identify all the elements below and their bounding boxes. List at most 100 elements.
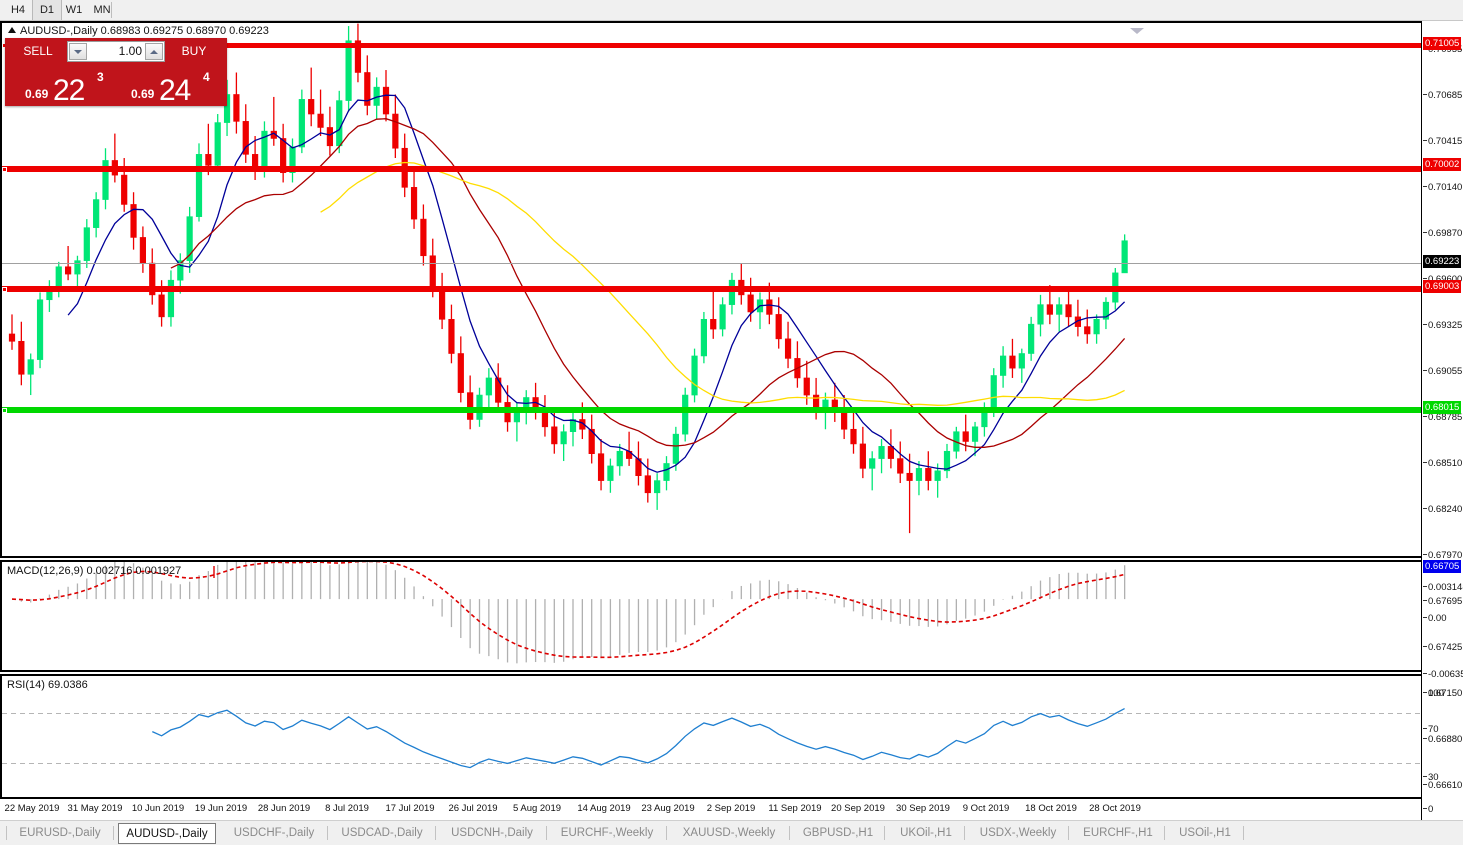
volume-increase-button[interactable] <box>145 43 163 60</box>
tab-separator <box>1243 826 1244 840</box>
timeframe-button-w1[interactable]: W1 <box>65 4 83 16</box>
buy-price-display[interactable]: 0.69 24 4 <box>117 64 227 107</box>
collapse-arrow-icon[interactable] <box>8 27 16 34</box>
symbol-tab-usdcaddaily[interactable]: USDCAD-,Daily <box>341 827 423 839</box>
symbol-tab-audusddaily[interactable]: AUDUSD-,Daily <box>118 823 216 844</box>
date-axis-label: 30 Sep 2019 <box>896 803 950 814</box>
indicator-axis-tick: 0.00 <box>1423 613 1447 624</box>
price-chart-pane[interactable]: AUDUSD-,Daily 0.68983 0.69275 0.68970 0.… <box>0 21 1421 558</box>
date-axis-label: 22 May 2019 <box>4 803 60 814</box>
date-axis-label: 8 Jul 2019 <box>325 803 369 814</box>
tab-separator <box>789 826 790 840</box>
price-axis[interactable]: 0.709550.706850.704150.701400.698700.696… <box>1421 21 1463 820</box>
date-axis-label: 11 Sep 2019 <box>768 803 822 814</box>
volume-value: 1.00 <box>118 44 142 58</box>
tab-separator <box>327 826 328 840</box>
macd-indicator-pane[interactable]: MACD(12,26,9) 0.002716 0.001927 <box>0 560 1421 672</box>
trade-controls-row: SELL 1.00 BUY <box>5 38 227 64</box>
tab-separator <box>1068 826 1069 840</box>
level-handle[interactable] <box>2 167 7 172</box>
volume-input[interactable]: 1.00 <box>67 41 165 62</box>
chart-marker-icon <box>1130 28 1144 34</box>
buy-price-pips: 24 <box>159 74 191 107</box>
price-axis-tick: 0.66610 <box>1423 780 1462 791</box>
indicator-axis-tick: 70 <box>1423 724 1439 735</box>
indicator-axis-tick: 0.003148 <box>1423 582 1463 593</box>
buy-price-prefix: 0.69 <box>131 87 155 101</box>
level-line-support-green[interactable] <box>2 407 1421 413</box>
one-click-trading-panel[interactable]: SELL 1.00 BUY 0.69 22 3 0.69 24 4 <box>5 38 227 107</box>
toolbar-separator <box>111 2 112 18</box>
rsi-series <box>2 708 1421 769</box>
tab-separator <box>1164 826 1165 840</box>
indicator-axis-tick: 0 <box>1423 804 1433 815</box>
sell-button[interactable]: SELL <box>11 41 65 62</box>
symbol-tab-bar: EURUSD-,Daily AUDUSD-,Daily USDCHF-,Daily U… <box>0 820 1463 845</box>
price-axis-tick: 0.70415 <box>1423 136 1462 147</box>
tab-separator <box>546 826 547 840</box>
date-axis-label: 18 Oct 2019 <box>1025 803 1077 814</box>
price-axis-badge[interactable]: 0.68015 <box>1423 401 1462 414</box>
sell-price-fraction: 3 <box>97 70 104 84</box>
date-axis-label: 5 Aug 2019 <box>512 803 562 814</box>
indicator-axis-tick: -0.006353 <box>1423 669 1463 680</box>
price-axis-badge[interactable]: 0.71005 <box>1423 37 1462 50</box>
tab-separator <box>435 826 436 840</box>
symbol-tab-eurusddaily[interactable]: EURUSD-,Daily <box>19 827 101 839</box>
macd-label: MACD(12,26,9) 0.002716 0.001927 <box>7 565 182 577</box>
level-line-resistance-mid[interactable] <box>2 166 1421 172</box>
tab-separator <box>666 826 667 840</box>
price-axis-badge[interactable]: 0.70002 <box>1423 158 1462 171</box>
timeframe-button-d1[interactable]: D1 <box>32 0 62 20</box>
level-line-resistance-low[interactable] <box>2 286 1421 292</box>
level-handle[interactable] <box>2 287 7 292</box>
price-axis-tick: 0.70685 <box>1423 90 1462 101</box>
symbol-tab-eurchfweekly[interactable]: EURCHF-,Weekly <box>560 827 654 839</box>
sell-price-display[interactable]: 0.69 22 3 <box>5 64 115 107</box>
current-price-line <box>2 263 1421 264</box>
date-axis-label: 28 Jun 2019 <box>257 803 311 814</box>
date-axis-label: 20 Sep 2019 <box>831 803 885 814</box>
symbol-tab-gbpusdh1[interactable]: GBPUSD-,H1 <box>802 827 874 839</box>
price-axis-badge[interactable]: 0.69003 <box>1423 280 1462 293</box>
symbol-tab-ukoilh1[interactable]: UKOil-,H1 <box>900 827 952 839</box>
indicator-axis-tick: 30 <box>1423 772 1439 783</box>
timeframe-button-mn[interactable]: MN <box>93 4 111 16</box>
symbol-tab-usdxweekly[interactable]: USDX-,Weekly <box>979 827 1057 839</box>
date-axis-label: 31 May 2019 <box>67 803 123 814</box>
price-axis-tick: 0.67425 <box>1423 642 1462 653</box>
price-axis-tick: 0.67970 <box>1423 550 1462 561</box>
price-axis-tick: 0.69600 <box>1423 274 1462 285</box>
sell-price-pips: 22 <box>53 74 85 107</box>
price-axis-tick: 0.68785 <box>1423 412 1462 423</box>
symbol-tab-usoilh1[interactable]: USOil-,H1 <box>1179 827 1231 839</box>
timeframe-toolbar: H4 D1 W1 MN <box>0 0 1463 21</box>
timeframe-button-h4[interactable]: H4 <box>10 4 26 16</box>
price-axis-tick: 0.69055 <box>1423 366 1462 377</box>
buy-price-fraction: 4 <box>203 70 210 84</box>
sell-price-prefix: 0.69 <box>25 87 49 101</box>
indicator-axis-tick: 100 <box>1423 688 1444 699</box>
price-axis-tick: 0.68510 <box>1423 458 1462 469</box>
symbol-tab-xauusdweekly[interactable]: XAUUSD-,Weekly <box>682 827 776 839</box>
date-axis-label: 19 Jun 2019 <box>194 803 248 814</box>
rsi-indicator-pane[interactable]: RSI(14) 69.0386 <box>0 674 1421 799</box>
rsi-label: RSI(14) 69.0386 <box>7 679 88 691</box>
date-axis: 22 May 2019 31 May 2019 10 Jun 2019 19 Jun … <box>0 800 1421 821</box>
date-axis-label: 10 Jun 2019 <box>131 803 185 814</box>
volume-decrease-button[interactable] <box>69 43 87 60</box>
chart-title-text: AUDUSD-,Daily 0.68983 0.69275 0.68970 0.… <box>20 25 269 37</box>
date-axis-label: 9 Oct 2019 <box>962 803 1010 814</box>
symbol-tab-eurchfh1[interactable]: EURCHF-,H1 <box>1083 827 1153 839</box>
chevron-down-icon <box>74 49 82 54</box>
price-axis-badge[interactable]: 0.69223 <box>1423 255 1462 268</box>
price-axis-badge[interactable]: 0.66705 <box>1423 560 1462 573</box>
level-handle[interactable] <box>2 408 7 413</box>
buy-button[interactable]: BUY <box>167 41 221 62</box>
date-axis-label: 17 Jul 2019 <box>385 803 435 814</box>
symbol-tab-usdcnhdaily[interactable]: USDCNH-,Daily <box>451 827 533 839</box>
chevron-up-icon <box>150 49 158 54</box>
date-axis-label: 28 Oct 2019 <box>1089 803 1141 814</box>
tab-separator <box>6 826 7 840</box>
symbol-tab-usdchfdaily[interactable]: USDCHF-,Daily <box>233 827 315 839</box>
